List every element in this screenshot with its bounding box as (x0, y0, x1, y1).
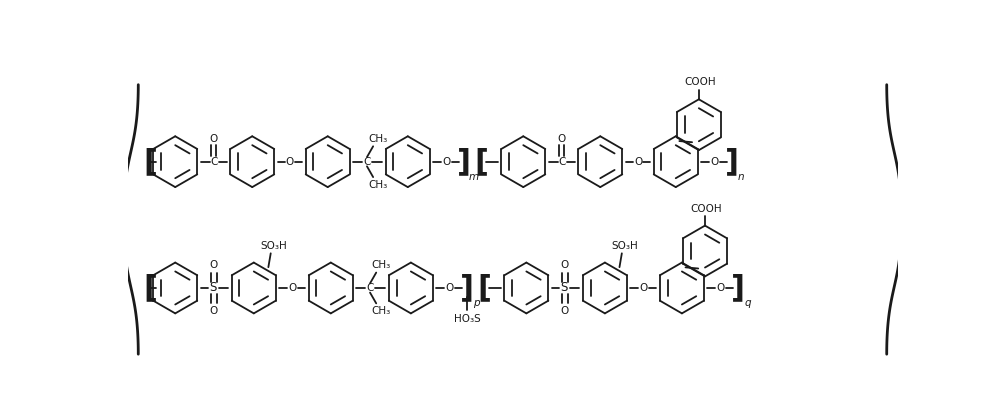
Text: COOH: COOH (685, 78, 716, 88)
Text: S: S (560, 281, 568, 294)
Text: COOH: COOH (691, 203, 722, 214)
Text: O: O (710, 157, 718, 167)
Text: q: q (744, 299, 751, 308)
Text: HO₃S: HO₃S (454, 314, 480, 324)
Text: O: O (445, 283, 453, 293)
Text: O: O (210, 133, 218, 143)
Text: C: C (211, 157, 218, 167)
Text: O: O (558, 133, 566, 143)
Text: SO₃H: SO₃H (612, 241, 638, 251)
Text: CH₃: CH₃ (368, 180, 387, 190)
Text: O: O (716, 283, 725, 293)
Text: CH₃: CH₃ (371, 306, 390, 316)
Text: O: O (288, 283, 296, 293)
Text: CH₃: CH₃ (368, 133, 387, 143)
Text: C: C (559, 157, 566, 167)
Text: [: [ (144, 147, 158, 176)
Text: ]: ] (731, 274, 745, 302)
Text: O: O (286, 157, 294, 167)
Text: C: C (366, 283, 374, 293)
Text: O: O (639, 283, 648, 293)
Text: ]: ] (460, 274, 474, 302)
Text: ]: ] (725, 147, 739, 176)
Text: CH₃: CH₃ (371, 260, 390, 270)
Text: O: O (442, 157, 450, 167)
Text: O: O (210, 260, 218, 270)
Text: O: O (561, 306, 569, 316)
Text: [: [ (477, 274, 491, 302)
Text: SO₃H: SO₃H (260, 241, 287, 251)
Text: [: [ (144, 274, 158, 302)
Text: n: n (738, 172, 745, 182)
Text: S: S (209, 281, 217, 294)
Text: O: O (210, 306, 218, 316)
Text: C: C (363, 157, 371, 167)
Text: [: [ (474, 147, 488, 176)
Text: m: m (468, 172, 478, 182)
Text: O: O (561, 260, 569, 270)
Text: O: O (634, 157, 642, 167)
Text: p: p (473, 299, 480, 308)
Text: ]: ] (457, 147, 471, 176)
